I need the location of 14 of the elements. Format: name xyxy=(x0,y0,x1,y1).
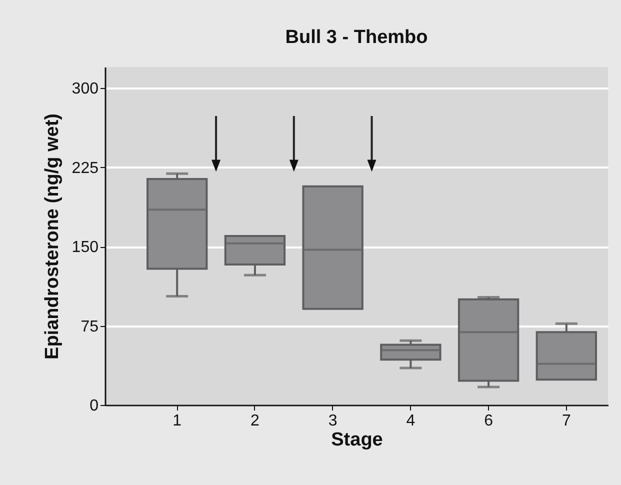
x-axis-title: Stage xyxy=(331,430,383,450)
x-tick-label: 6 xyxy=(484,412,494,430)
x-tick-label: 7 xyxy=(562,412,571,430)
x-tick-label: 4 xyxy=(406,412,416,430)
y-tick-label: 225 xyxy=(72,160,99,177)
x-tick-label: 1 xyxy=(172,412,182,430)
y-tick-label: 150 xyxy=(72,239,99,256)
y-tick-label: 0 xyxy=(90,398,99,414)
x-tick-label: 3 xyxy=(328,412,338,430)
x-tick-label: 2 xyxy=(250,412,260,430)
y-tick-label: 75 xyxy=(80,318,99,336)
y-tick-label: 300 xyxy=(72,80,99,98)
chart-title: Bull 3 - Thembo xyxy=(285,27,428,48)
y-axis-title: Epiandrosterone (ng/g wet) xyxy=(42,114,63,360)
